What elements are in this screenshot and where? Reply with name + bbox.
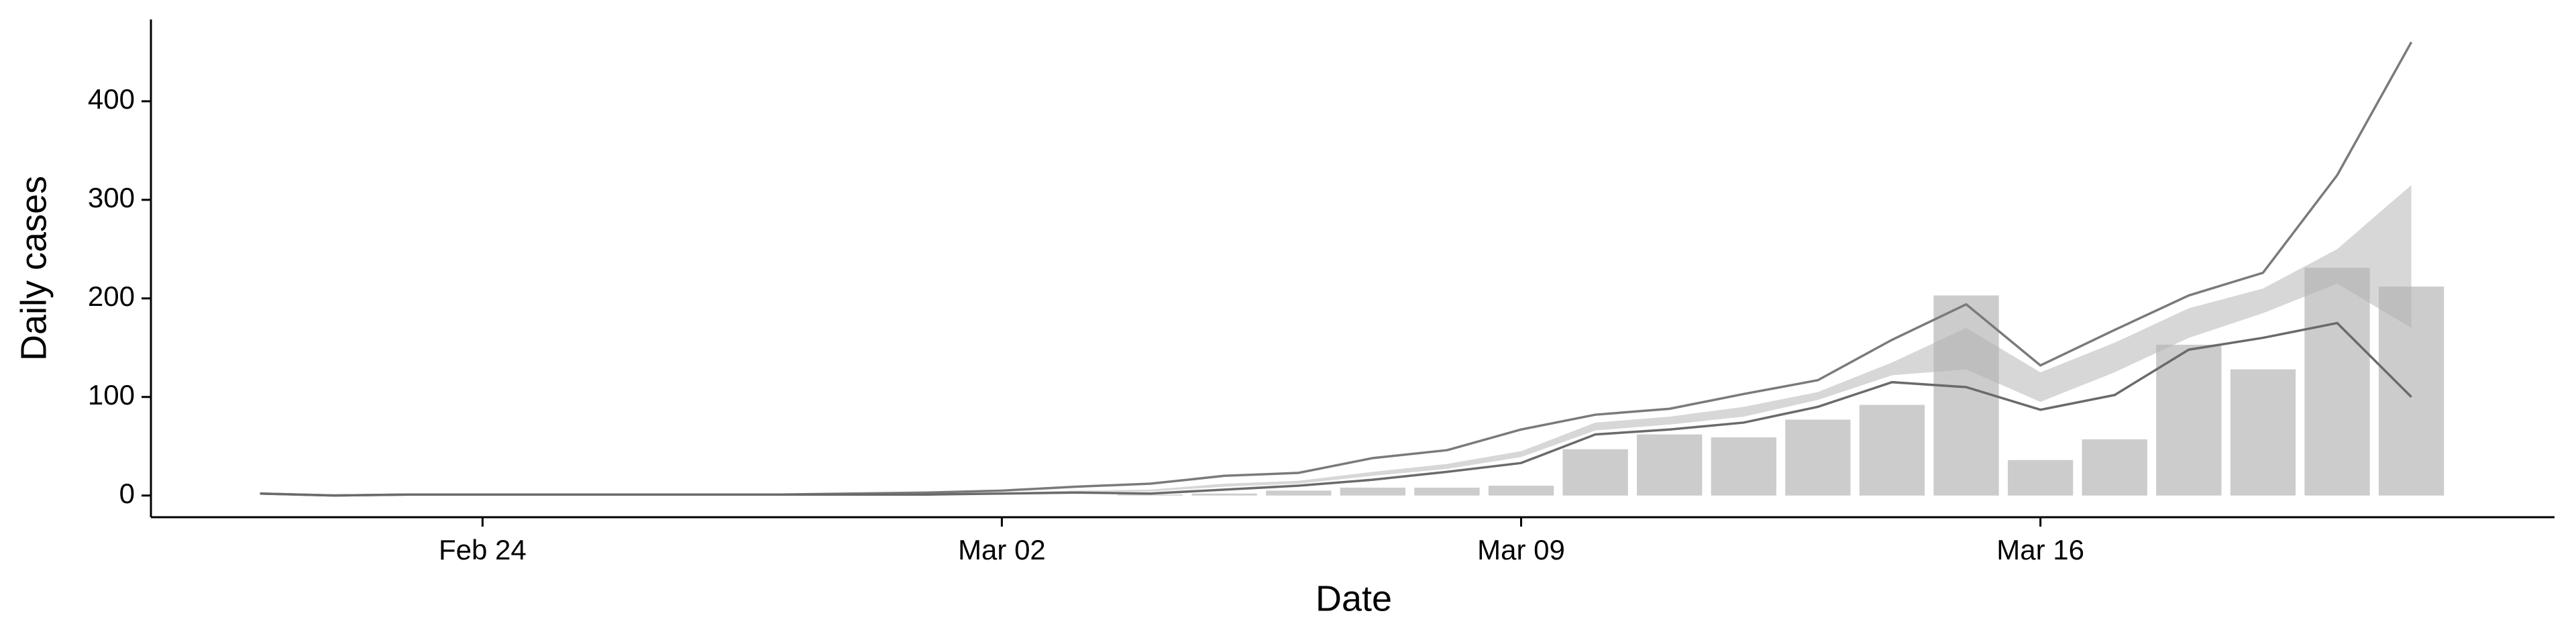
line — [260, 321, 2412, 497]
y-tick-label: 0 — [119, 478, 135, 509]
y-tick-label: 100 — [88, 379, 135, 411]
x-tick-label: Feb 24 — [439, 534, 527, 566]
x-axis-title: Date — [1316, 578, 1392, 619]
y-axis-title: Daily cases — [13, 176, 54, 361]
y-tick-label: 400 — [88, 83, 135, 115]
bar — [1711, 437, 1776, 496]
x-tick-label: Mar 16 — [1996, 534, 2084, 566]
bar — [1785, 419, 1851, 496]
bar — [2007, 460, 2074, 496]
bar — [1266, 490, 1332, 496]
band — [260, 184, 2412, 496]
bar — [1637, 434, 1703, 496]
bar — [2378, 286, 2445, 496]
bar — [1859, 405, 1925, 496]
line — [260, 41, 2413, 497]
bar — [1191, 493, 1257, 496]
bar — [1340, 487, 1406, 496]
bar — [2304, 268, 2370, 496]
bar — [2156, 344, 2222, 496]
bar — [1117, 494, 1183, 496]
bar — [1562, 449, 1628, 496]
bar — [1414, 487, 1480, 496]
x-tick-label: Mar 09 — [1477, 534, 1565, 566]
bar — [1488, 485, 1554, 496]
bar — [1933, 295, 1999, 496]
bar — [2230, 369, 2296, 496]
y-tick-label: 300 — [88, 182, 135, 213]
x-tick-label: Mar 02 — [958, 534, 1046, 566]
bar — [2082, 439, 2147, 496]
y-tick-label: 200 — [88, 280, 135, 312]
